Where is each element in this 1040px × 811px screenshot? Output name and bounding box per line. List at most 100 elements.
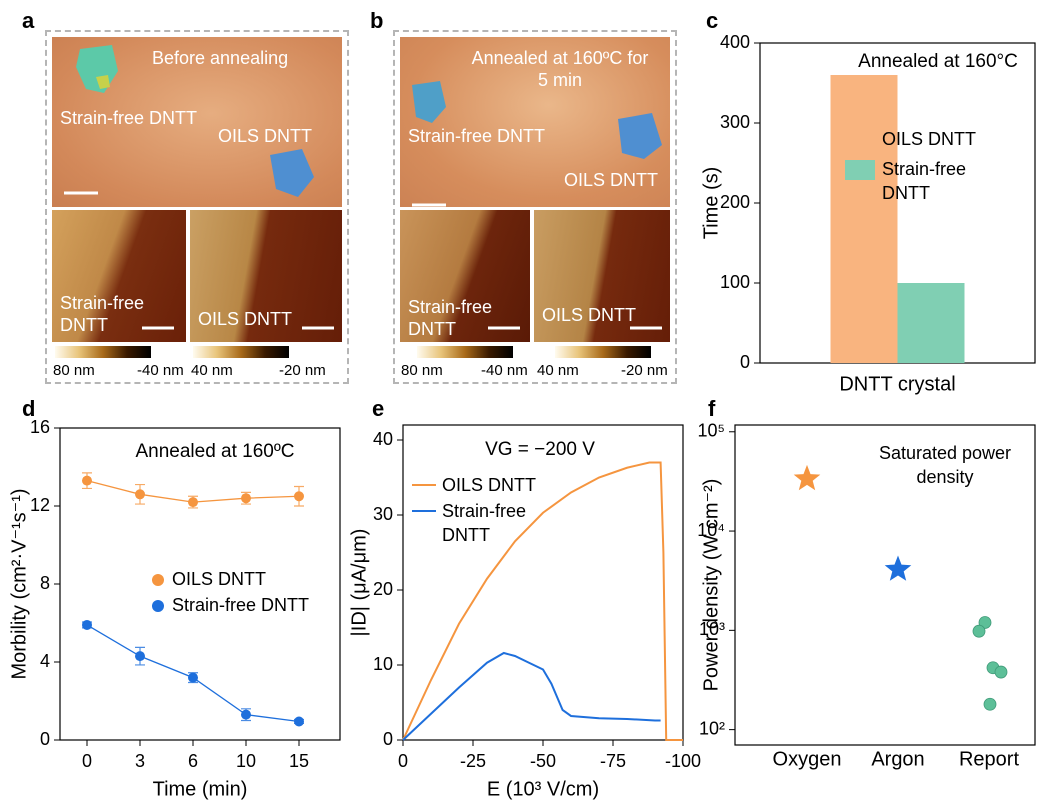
x-tick-label: Report — [959, 748, 1019, 770]
x-tick-label: -25 — [460, 751, 486, 771]
data-point — [82, 619, 92, 630]
legend-label: Strain-free DNTT — [442, 501, 527, 545]
image-label: OILS DNTT — [564, 170, 659, 190]
bar — [897, 283, 965, 363]
x-tick-label: -75 — [600, 751, 626, 771]
data-point — [294, 716, 304, 727]
sphere-marker — [994, 665, 1008, 679]
colorbar-label: 40 nm — [537, 362, 579, 379]
image-label: OILS DNTT — [542, 305, 637, 325]
colorbar-label: -40 nm — [137, 362, 184, 379]
afm-image: OILS DNTT — [190, 210, 342, 342]
scale-bar — [630, 326, 662, 330]
sphere-marker — [972, 624, 986, 638]
legend-label: Strain-free DNTT — [172, 595, 309, 615]
y-axis-label: Time (s) — [700, 167, 722, 240]
colorbar-label: -20 nm — [621, 362, 668, 379]
x-tick-label: 10 — [236, 751, 256, 771]
scale-bar — [142, 326, 174, 330]
sphere-marker — [978, 616, 992, 629]
x-tick-label: 6 — [188, 751, 198, 771]
y-tick-label: 10³ — [699, 619, 725, 639]
colorbar — [55, 346, 151, 358]
panel-label: e — [372, 396, 384, 421]
panel-label: a — [22, 8, 35, 33]
star-marker — [884, 555, 912, 581]
panel-label: c — [706, 8, 718, 33]
y-tick-label: 8 — [40, 573, 50, 593]
colorbar-label: -40 nm — [481, 362, 528, 379]
image-panel: Annealed at 160ºC for 5 min Strain-free … — [393, 30, 677, 384]
legend-label: Strain-free DNTT — [882, 159, 967, 203]
image-title: Annealed at 160ºC for 5 min — [471, 48, 649, 90]
y-tick-label: 12 — [30, 495, 50, 515]
annotation: Saturated power density — [878, 443, 1012, 487]
y-tick-label: 200 — [720, 192, 750, 212]
colorbar — [555, 346, 651, 358]
y-axis-label: |ID| (μA/μm) — [348, 529, 370, 637]
y-tick-label: 16 — [30, 417, 50, 437]
legend-label: OILS DNTT — [172, 569, 266, 589]
series-line — [402, 651, 661, 741]
x-axis-label: Time (min) — [153, 778, 248, 800]
panel-label: b — [370, 8, 384, 33]
data-point — [294, 491, 304, 502]
legend-swatch — [845, 130, 875, 150]
axes-frame — [734, 424, 1036, 746]
colorbar-label: 80 nm — [53, 362, 95, 379]
y-tick-label: 300 — [720, 112, 750, 132]
x-tick-label: 0 — [398, 751, 408, 771]
y-tick-label: 100 — [720, 272, 750, 292]
sphere-marker — [983, 697, 997, 711]
x-tick-label: DNTT crystal — [839, 373, 955, 395]
y-axis-label: Power density (W cm⁻²) — [700, 479, 722, 692]
text-box: OILS DNTT — [882, 129, 977, 149]
legend-swatch — [845, 160, 875, 180]
panel-label: d — [22, 396, 35, 421]
image-label: Strain-free DNTT — [60, 108, 198, 128]
x-tick-label: Oxygen — [773, 748, 842, 770]
colorbar-label: 40 nm — [191, 362, 233, 379]
afm-image: Before annealing Strain-free DNTT OILS D… — [52, 37, 342, 207]
y-tick-label: 10⁵ — [698, 421, 725, 441]
data-point — [135, 651, 145, 662]
y-tick-label: 40 — [373, 429, 393, 449]
x-tick-label: -50 — [530, 751, 556, 771]
y-axis-label: Morbility (cm²·V⁻¹s⁻¹) — [8, 488, 30, 679]
chart-title: Annealed at 160ºC — [135, 441, 294, 462]
y-tick-label: 30 — [373, 504, 393, 524]
legend-marker — [152, 600, 164, 612]
data-point — [135, 489, 145, 500]
bar — [830, 75, 898, 363]
colorbar — [417, 346, 513, 358]
x-tick-label: 0 — [82, 751, 92, 771]
data-point — [241, 709, 251, 720]
colorbar — [193, 346, 289, 358]
x-tick-label: Argon — [871, 748, 924, 770]
image-label: OILS DNTT — [218, 126, 313, 146]
chart-title: VG = −200 V — [485, 439, 595, 460]
y-tick-label: 10⁴ — [697, 520, 725, 540]
afm-image: OILS DNTT — [534, 210, 670, 342]
y-tick-label: 10 — [373, 654, 393, 674]
scale-bar — [302, 326, 334, 330]
y-tick-label: 0 — [740, 352, 750, 372]
afm-image: Annealed at 160ºC for 5 min Strain-free … — [400, 37, 670, 207]
chart-title: Annealed at 160°C — [858, 51, 1018, 72]
colorbar-label: 80 nm — [401, 362, 443, 379]
legend-marker — [152, 574, 164, 586]
afm-image: Strain-free DNTT — [52, 210, 186, 342]
x-tick-label: -100 — [665, 751, 701, 771]
image-label: Strain-free DNTT — [408, 126, 546, 146]
data-point — [188, 497, 198, 508]
star-marker — [793, 464, 821, 491]
legend-label: OILS DNTT — [882, 129, 977, 149]
flakes — [64, 45, 314, 197]
data-point — [188, 672, 198, 683]
image-label: OILS DNTT — [198, 309, 293, 329]
text-box: Saturated power density — [878, 443, 1012, 487]
data-point — [241, 493, 251, 504]
x-tick-label: 15 — [289, 751, 309, 771]
